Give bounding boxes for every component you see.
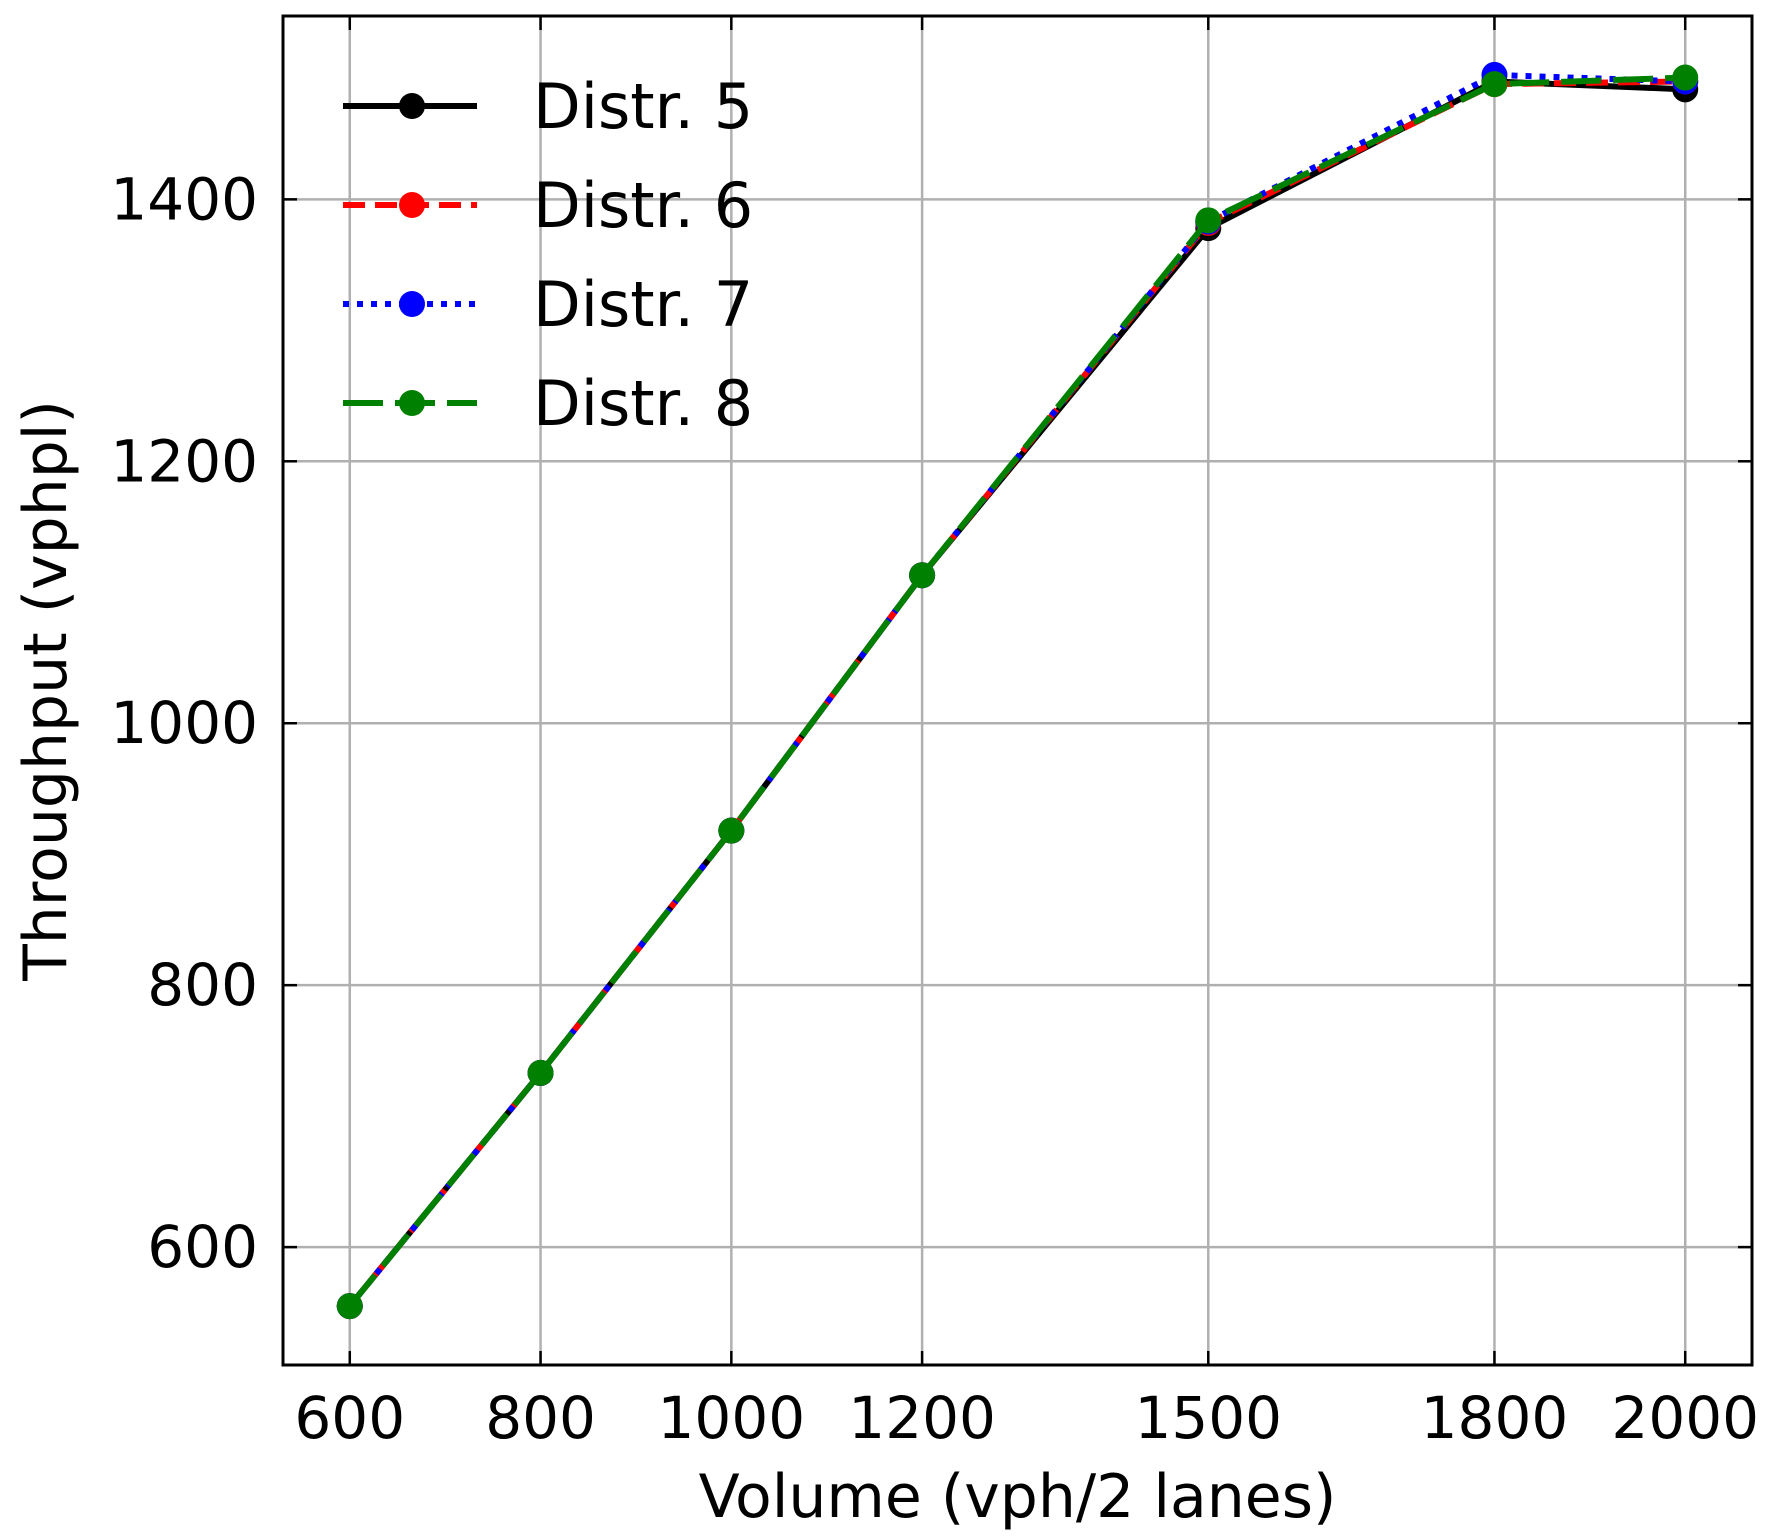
x-tick-label: 1500 <box>1134 1384 1282 1452</box>
data-point <box>1481 71 1508 98</box>
x-tick-labels: 600 800 1000 1200 1500 1800 2000 <box>294 1384 1759 1452</box>
x-tick-label: 1200 <box>848 1384 996 1452</box>
legend-label: Distr. 7 <box>533 268 753 341</box>
y-tick-label: 1200 <box>110 427 258 495</box>
x-tick-label: 1800 <box>1421 1384 1569 1452</box>
data-point <box>527 1059 554 1086</box>
legend-item: Distr. 6 <box>343 169 753 242</box>
data-point <box>1672 64 1699 91</box>
x-tick-label: 1000 <box>658 1384 806 1452</box>
legend: Distr. 5 Distr. 6 Distr. 7 Distr. 8 <box>343 70 753 440</box>
plot-frame <box>281 14 1754 1367</box>
legend-label: Distr. 6 <box>533 169 753 242</box>
legend-marker <box>399 390 425 416</box>
x-tick-label: 600 <box>294 1384 405 1452</box>
legend-label: Distr. 8 <box>533 367 753 440</box>
y-tick-label: 600 <box>147 1213 258 1281</box>
data-point <box>718 817 745 844</box>
x-tick-label: 2000 <box>1611 1384 1759 1452</box>
legend-item: Distr. 8 <box>343 367 753 440</box>
y-tick-labels: 600 800 1000 1200 1400 <box>110 165 258 1281</box>
legend-marker <box>399 93 425 119</box>
legend-marker <box>399 291 425 317</box>
y-tick-label: 800 <box>147 951 258 1019</box>
legend-item: Distr. 5 <box>343 70 753 143</box>
y-tick-label: 1400 <box>110 165 258 233</box>
series-4 <box>336 64 1699 1320</box>
x-axis-label: Volume (vph/2 lanes) <box>699 1462 1337 1532</box>
series-layer <box>336 61 1699 1320</box>
legend-marker <box>399 192 425 218</box>
x-tick-label: 800 <box>485 1384 596 1452</box>
y-tick-label: 1000 <box>110 689 258 757</box>
data-point <box>336 1293 363 1320</box>
data-point <box>1195 207 1222 234</box>
data-point <box>909 562 936 589</box>
y-axis-label: Throughput (vphpl) <box>11 400 81 982</box>
axis-ticks <box>283 16 1752 1365</box>
legend-item: Distr. 7 <box>343 268 753 341</box>
legend-label: Distr. 5 <box>533 70 753 143</box>
grid-lines <box>283 16 1752 1365</box>
